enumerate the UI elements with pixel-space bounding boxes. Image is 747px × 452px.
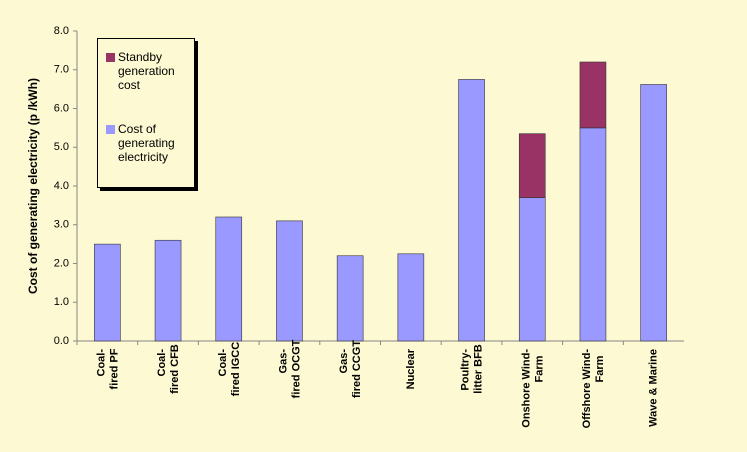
bar (215, 216, 243, 342)
bar (154, 239, 182, 342)
y-tick-label: 5.0 (54, 141, 69, 153)
x-tick-label: Coal-fired CFB (156, 344, 181, 394)
bar (518, 197, 546, 342)
x-tick-label: Poultry-litter BFB (459, 344, 484, 394)
legend-label: Standby generation cost (118, 50, 175, 92)
x-tick-label: Offshore Wind-Farm (581, 349, 606, 429)
legend: Standby generation cost Cost of generatin… (97, 38, 195, 188)
y-tick-label: 8.0 (54, 25, 69, 37)
bar (640, 84, 667, 342)
x-tick-label: Gas-fired OCGT (277, 339, 302, 398)
x-tick-label: Coal-fired IGCC (217, 342, 242, 396)
y-tick-label: 4.0 (54, 180, 69, 192)
x-tick-label: Gas-fired CCGT (338, 340, 363, 398)
y-tick-label: 3.0 (54, 219, 69, 231)
bar (94, 243, 121, 342)
x-tick-label: Wave & Marine (648, 349, 660, 427)
bar (276, 220, 303, 342)
bar (397, 253, 425, 342)
bar (579, 127, 607, 342)
y-axis-title: Cost of generating electricity (p /kWh) (26, 78, 40, 294)
x-tick-label: Onshore Wind-Farm (520, 349, 545, 428)
bar (518, 133, 546, 198)
y-tick-label: 0.0 (54, 335, 69, 347)
y-tick-label: 1.0 (54, 296, 69, 308)
bar (458, 79, 485, 342)
y-tick-label: 2.0 (54, 257, 69, 269)
bar (336, 255, 364, 342)
legend-swatch (106, 125, 115, 134)
legend-swatch (106, 53, 115, 62)
bar (579, 61, 607, 129)
x-tick-label: Coal-fired PF (95, 348, 120, 389)
legend-label: Cost of generating electricity (118, 122, 175, 164)
y-tick-label: 7.0 (54, 64, 69, 76)
x-tick-label: Nuclear (405, 348, 417, 389)
y-tick-label: 6.0 (54, 102, 69, 114)
